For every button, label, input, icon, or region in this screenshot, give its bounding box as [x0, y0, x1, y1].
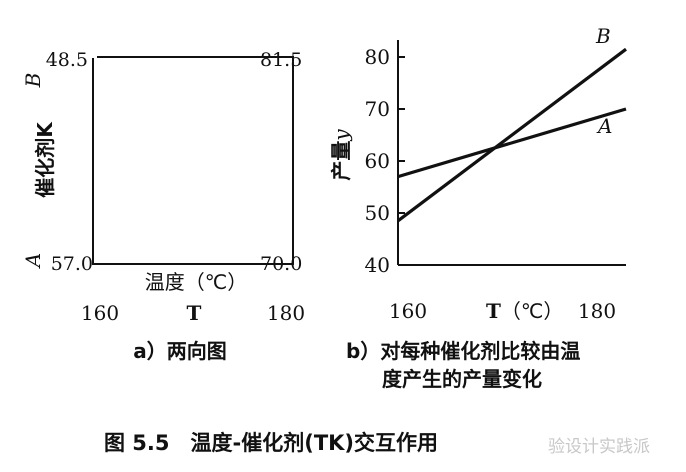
caption-a: a）两向图 [133, 339, 227, 363]
y-tick-label: 80 [365, 45, 390, 69]
series-label-b: B [595, 24, 611, 48]
square-box [92, 56, 294, 265]
series-line-b [397, 47, 627, 223]
series-line-a [397, 107, 627, 179]
corner-b-160: 48.5 [46, 49, 88, 71]
y-tick-label: 70 [365, 97, 390, 121]
y-axis-label: 催化剂K [33, 121, 57, 198]
caption-b-line1: b）对每种催化剂比较由温 [346, 339, 580, 363]
y-end-a: A [21, 253, 45, 269]
y-end-b: B [21, 73, 45, 89]
series-lines: AB [397, 24, 627, 223]
x-tick-180: 180 [267, 301, 305, 325]
x-axis-label: 温度（℃） [145, 270, 247, 294]
y-tick-label: 60 [365, 149, 390, 173]
y-ticks: 40 50 60 70 80 [365, 45, 405, 277]
x-tick-180: 180 [578, 299, 616, 323]
corner-a-160: 57.0 [51, 253, 93, 275]
x-tick-160: 160 [81, 301, 119, 325]
y-tick-label: 50 [365, 201, 390, 225]
y-tick-label: 40 [365, 253, 390, 277]
figure-caption: 图 5.5 温度-催化剂(TK)交互作用 [104, 431, 438, 455]
corner-a-180: 70.0 [260, 253, 302, 275]
caption-b-line2: 度产生的产量变化 [382, 367, 542, 391]
panel-a: 48.5 81.5 57.0 70.0 B 催化剂K A 温度（℃） 160 T… [21, 49, 305, 363]
x-var: T [187, 301, 202, 325]
y-axis-label: 产量y [329, 129, 353, 181]
series-label-a: A [596, 114, 612, 138]
corner-b-180: 81.5 [260, 49, 302, 71]
x-tick-160: 160 [389, 299, 427, 323]
x-axis-label: T（℃） [486, 299, 563, 323]
watermark: 验设计实践派 [548, 437, 650, 457]
